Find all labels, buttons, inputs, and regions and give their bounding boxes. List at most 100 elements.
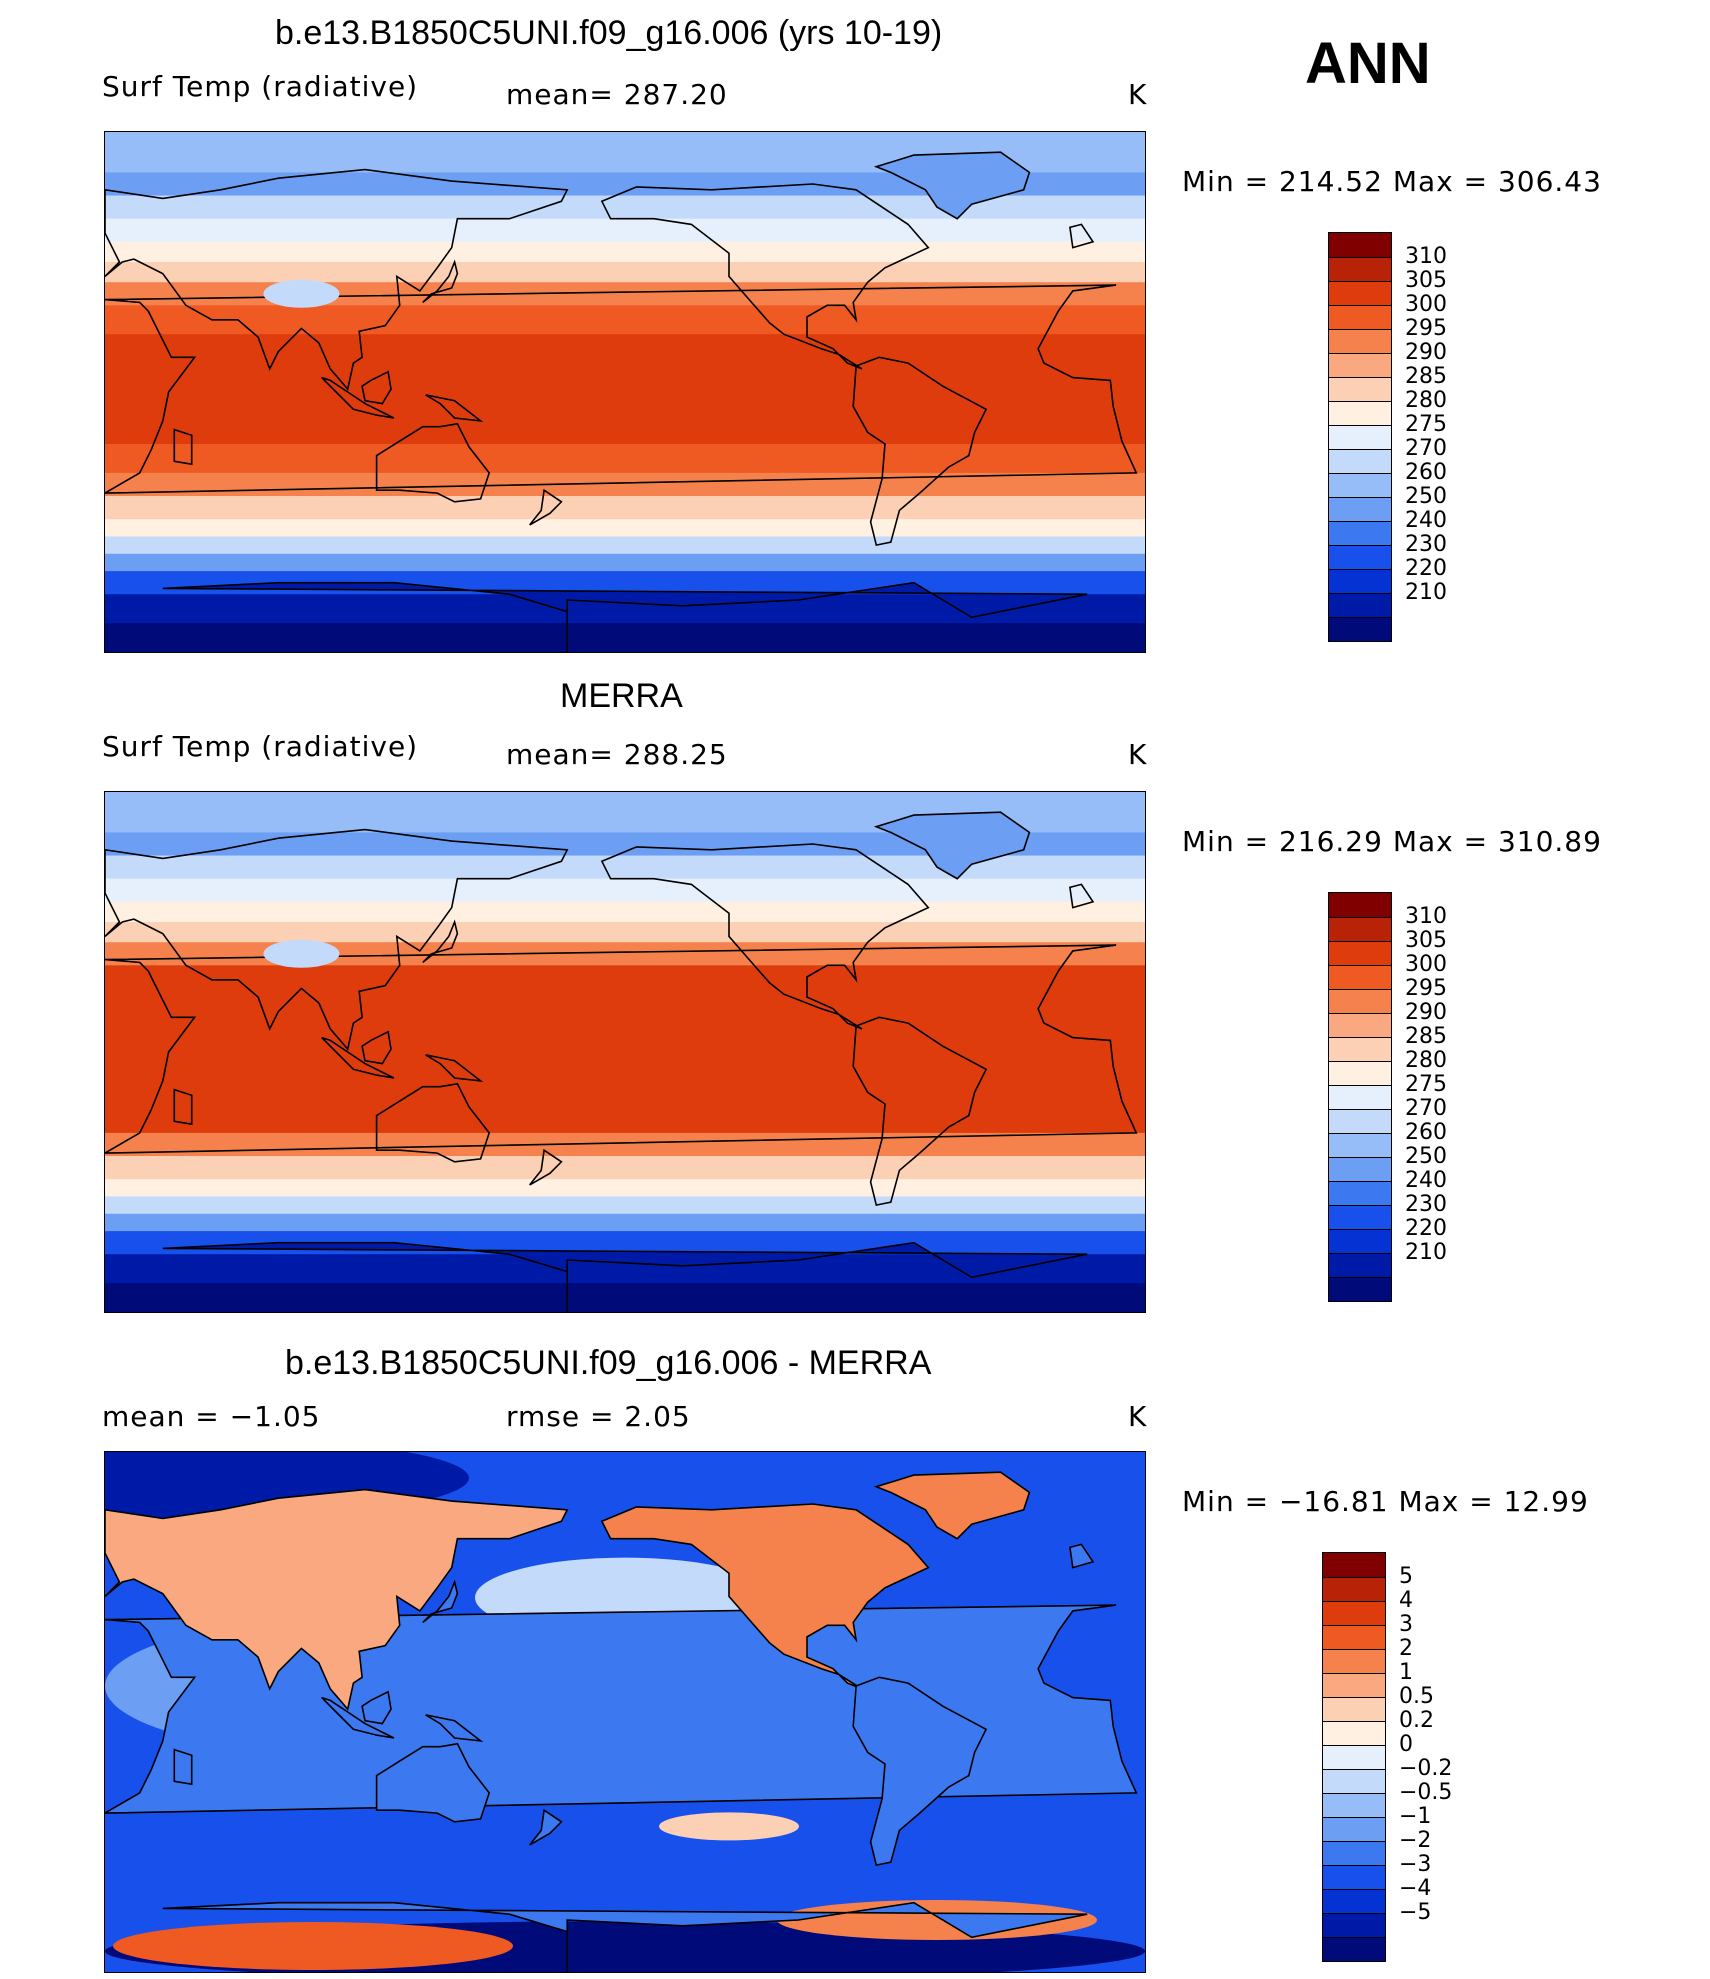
field-band [105, 472, 1145, 497]
colorbar-tick-label: 290 [1405, 340, 1447, 365]
colorbar-tick-label: 240 [1405, 508, 1447, 533]
field-band [105, 536, 1145, 555]
colorbar-swatch [1329, 233, 1391, 257]
colorbar-tick-label: 305 [1405, 928, 1447, 953]
coastline [361, 370, 392, 405]
colorbar-swatch [1323, 1649, 1385, 1673]
colorbar-swatch [1329, 1109, 1391, 1133]
coastline [321, 376, 395, 419]
field-band [105, 1132, 1145, 1157]
colorbar-swatch [1329, 1205, 1391, 1229]
coastline [852, 1676, 988, 1867]
panel3-title: b.e13.B1850C5UNI.f09_g16.006 - MERRA [285, 1344, 932, 1382]
colorbar-tick-label: 250 [1405, 484, 1447, 509]
coastline [173, 1088, 193, 1126]
colorbar-swatch [1323, 1601, 1385, 1625]
colorbar-swatch [1329, 941, 1391, 965]
coastline [600, 1503, 930, 1690]
panel3-units: K [1128, 1400, 1148, 1433]
colorbar-tick-label: 260 [1405, 1120, 1447, 1145]
coastline [361, 1690, 392, 1725]
coastline [375, 1742, 491, 1823]
coastline [425, 1714, 484, 1743]
colorbar-swatch [1323, 1841, 1385, 1865]
colorbar-swatch [1323, 1553, 1385, 1577]
colorbar-swatch [1329, 1037, 1391, 1061]
colorbar-swatch [1329, 353, 1391, 377]
colorbar-tick-label: 3 [1399, 1612, 1413, 1637]
colorbar-swatch [1323, 1889, 1385, 1913]
field-band [105, 444, 1145, 474]
coastline [173, 1748, 193, 1786]
tibet-cold-spot [263, 939, 340, 968]
colorbar-swatch [1323, 1769, 1385, 1793]
colorbar-tick-label: 295 [1405, 976, 1447, 1001]
colorbar-swatch [1329, 1085, 1391, 1109]
panel2-colorbar: 310 305 300 295 290 285 280 275 270 260 250 240 230 2… [1328, 892, 1447, 1302]
field-band [105, 994, 1145, 1105]
colorbar-swatch [1329, 917, 1391, 941]
colorbar-swatch [1323, 1937, 1385, 1961]
field-band [105, 1104, 1145, 1134]
colorbar-tick-label: 285 [1405, 364, 1447, 389]
colorbar-tick-label: 280 [1405, 1048, 1447, 1073]
field-band [105, 262, 1145, 283]
field-band [105, 172, 1145, 197]
colorbar-swatch [1329, 1133, 1391, 1157]
colorbar-swatch [1329, 569, 1391, 593]
field-band [105, 942, 1145, 966]
panel1-colorbar: 310 305 300 295 290 285 280 275 270 260 250 240 230 2… [1328, 232, 1447, 642]
panel3-rmse-label: rmse = 2.05 [506, 1400, 691, 1433]
colorbar-swatch [1329, 257, 1391, 281]
colorbar-swatch [1329, 1181, 1391, 1205]
field-band [105, 218, 1145, 243]
colorbar-tick-label: 230 [1405, 1192, 1447, 1217]
field-band [105, 305, 1145, 335]
coastline [162, 1241, 1088, 1312]
panel2-title: MERRA [560, 677, 683, 715]
panel2-units: K [1128, 738, 1148, 771]
field-band [105, 878, 1145, 903]
field-anomaly [659, 1812, 799, 1841]
field-band [105, 832, 1145, 857]
colorbar-swatch [1329, 329, 1391, 353]
colorbar-tick-label: 295 [1405, 316, 1447, 341]
panel2-map [104, 791, 1146, 1313]
coastline [173, 428, 193, 466]
coastline [375, 422, 491, 503]
colorbar-swatch [1329, 473, 1391, 497]
colorbar-tick-label: 1 [1399, 1660, 1413, 1685]
field-band [105, 1283, 1145, 1312]
field-anomaly [113, 1922, 513, 1970]
coastline [105, 828, 569, 1051]
field-band [105, 855, 1145, 880]
panel1-title: b.e13.B1850C5UNI.f09_g16.006 (yrs 10-19) [275, 14, 943, 52]
colorbar-swatch [1329, 593, 1391, 617]
colorbar-swatch [1323, 1625, 1385, 1649]
panel2-minmax: Min = 216.29 Max = 310.89 [1182, 825, 1602, 858]
coastline [162, 581, 1088, 652]
field-band [105, 1213, 1145, 1232]
colorbar-tick-label: 290 [1405, 1000, 1447, 1025]
colorbar-swatch [1329, 1253, 1391, 1277]
colorbar-tick-label: 285 [1405, 1024, 1447, 1049]
colorbar-tick-label: 220 [1405, 556, 1447, 581]
colorbar-swatch [1323, 1793, 1385, 1817]
colorbar-tick-label: 210 [1405, 1240, 1447, 1265]
field-band [105, 1179, 1145, 1197]
colorbar-tick-label: 250 [1405, 1144, 1447, 1169]
colorbar-swatch [1323, 1697, 1385, 1721]
panel3-minmax: Min = −16.81 Max = 12.99 [1182, 1485, 1589, 1518]
field-band [105, 553, 1145, 572]
panel3-colorbar: 5 4 3 2 1 0.5 0.2 0 −0.2 −0.5 −1 −2 −3 −4 −5 [1322, 1552, 1452, 1962]
colorbar-tick-label: −5 [1399, 1900, 1432, 1925]
coastline [422, 1579, 459, 1624]
panel2-mean-label: mean= 288.25 [506, 738, 728, 771]
colorbar-tick-label: 300 [1405, 952, 1447, 977]
colorbar-tick-label: −3 [1399, 1852, 1432, 1877]
colorbar-swatch [1329, 521, 1391, 545]
colorbar-swatch [1323, 1577, 1385, 1601]
coastline [425, 394, 484, 423]
colorbar-swatch [1329, 497, 1391, 521]
colorbar-swatch [1329, 1229, 1391, 1253]
